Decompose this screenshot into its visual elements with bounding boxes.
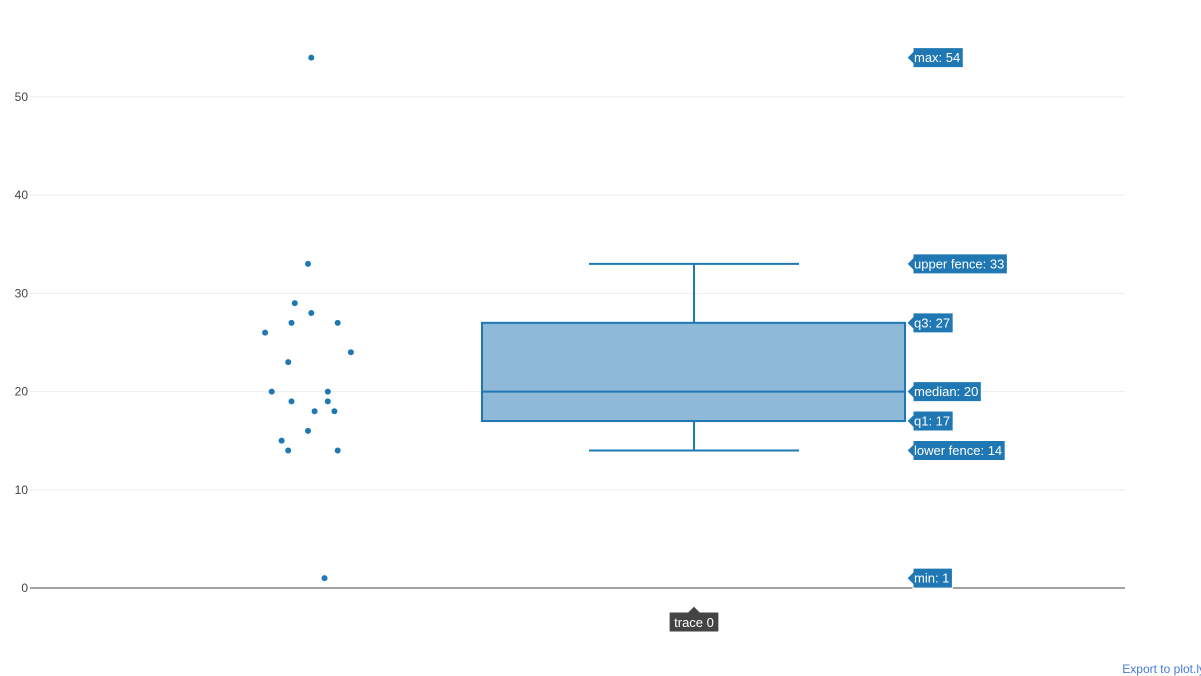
hover-label-3: median: 20 bbox=[906, 381, 982, 403]
x-hover-label-bg bbox=[668, 605, 720, 633]
data-point-9 bbox=[285, 359, 292, 366]
hover-label-bg-0 bbox=[906, 47, 964, 69]
export-link[interactable]: Export to plot.ly » bbox=[1122, 662, 1201, 676]
gridlines bbox=[30, 96, 1125, 491]
hover-label-2: q3: 27 bbox=[906, 312, 954, 334]
x-hover-label-text: trace 0 bbox=[674, 615, 714, 630]
hover-label-1: upper fence: 33 bbox=[906, 253, 1008, 275]
data-point-13 bbox=[324, 398, 331, 405]
hover-label-4: q1: 17 bbox=[906, 410, 954, 432]
x-hover-label: trace 0 bbox=[668, 605, 720, 633]
hover-label-text-2: q3: 27 bbox=[914, 315, 950, 330]
y-tick-label-0: 0 bbox=[21, 581, 28, 595]
data-point-19 bbox=[334, 447, 341, 454]
y-tick-label-10: 10 bbox=[15, 483, 29, 497]
hover-label-text-5: lower fence: 14 bbox=[914, 443, 1002, 458]
data-point-1 bbox=[321, 575, 328, 582]
data-point-18 bbox=[285, 447, 292, 454]
hover-label-0: max: 54 bbox=[906, 47, 964, 69]
data-point-11 bbox=[324, 388, 331, 395]
hover-label-text-1: upper fence: 33 bbox=[914, 256, 1004, 271]
hover-label-text-4: q1: 17 bbox=[914, 414, 950, 429]
hover-label-bg-3 bbox=[906, 381, 982, 403]
data-point-15 bbox=[331, 408, 338, 415]
hover-label-text-0: max: 54 bbox=[914, 50, 960, 65]
hover-label-bg-1 bbox=[906, 253, 1008, 275]
box-trace[interactable] bbox=[481, 262, 906, 452]
jitter-points[interactable] bbox=[262, 54, 354, 582]
hover-label-bg-2 bbox=[906, 312, 954, 334]
hover-label-bg-5 bbox=[906, 440, 1006, 461]
data-point-6 bbox=[334, 319, 341, 326]
data-point-3 bbox=[291, 300, 298, 307]
y-tick-label-20: 20 bbox=[15, 385, 29, 399]
data-point-0 bbox=[308, 54, 315, 61]
box-iqr bbox=[481, 321, 906, 423]
hover-label-bg-6 bbox=[906, 567, 953, 589]
data-point-16 bbox=[305, 427, 311, 434]
data-point-17 bbox=[278, 437, 285, 444]
data-point-14 bbox=[311, 408, 318, 415]
hover-label-bg-4 bbox=[906, 410, 954, 432]
hover-label-text-6: min: 1 bbox=[914, 571, 949, 586]
hover-labels: max: 54 upper fence: 33 q3: 27 median: 20 q1… bbox=[906, 47, 1008, 589]
data-point-10 bbox=[268, 388, 275, 395]
y-tick-label-50: 50 bbox=[15, 90, 29, 104]
data-point-8 bbox=[347, 349, 354, 356]
y-tick-labels: 0 10 20 30 40 50 bbox=[15, 90, 29, 595]
data-point-2 bbox=[305, 260, 311, 267]
y-tick-label-40: 40 bbox=[15, 188, 29, 202]
y-tick-label-30: 30 bbox=[15, 286, 29, 300]
data-point-5 bbox=[308, 310, 315, 316]
hover-label-text-3: median: 20 bbox=[914, 384, 978, 399]
hover-label-6: min: 1 bbox=[906, 567, 953, 589]
data-point-7 bbox=[262, 329, 269, 336]
hover-label-5: lower fence: 14 bbox=[906, 440, 1006, 461]
data-point-12 bbox=[288, 398, 295, 405]
data-point-4 bbox=[288, 319, 295, 326]
x-hover-label-group: trace 0 bbox=[668, 605, 720, 633]
